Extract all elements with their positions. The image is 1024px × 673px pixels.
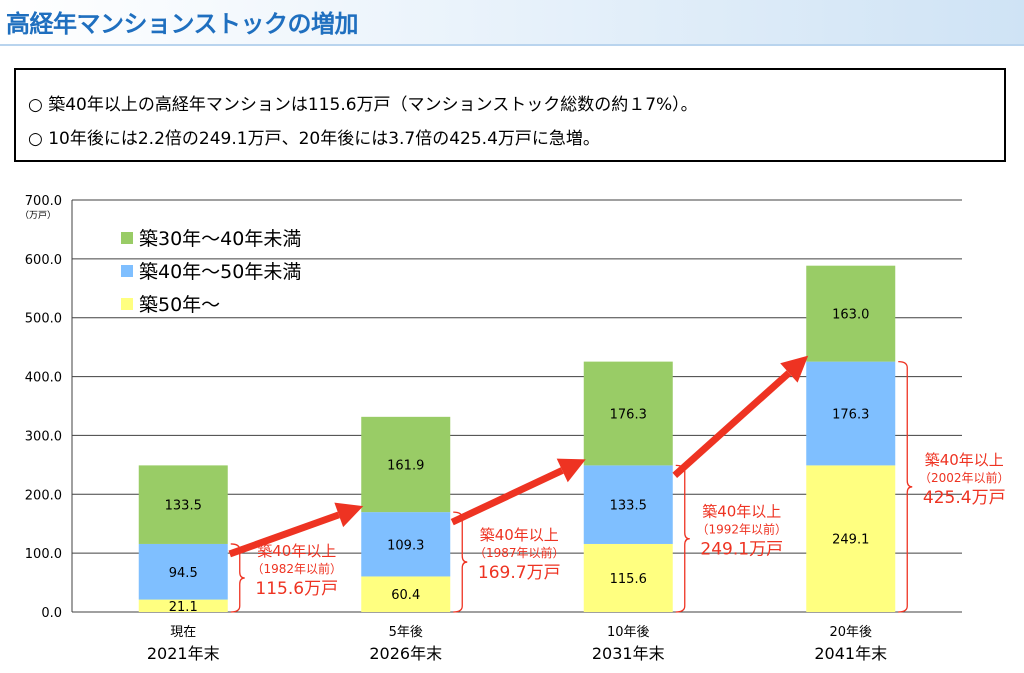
y-tick-label: 300.0 (25, 429, 62, 444)
x-tick-label-bottom: 2041年末 (814, 644, 887, 663)
x-tick-label-top: 現在 (170, 625, 196, 640)
y-axis-unit: （万戸） (20, 210, 56, 221)
growth-arrow-shaft (228, 511, 340, 558)
annotation-value: 169.7万戸 (478, 563, 561, 583)
bar-segment (806, 265, 896, 362)
bar-segment (138, 465, 228, 544)
growth-arrow-head (556, 458, 586, 483)
bar-value-label: 176.3 (832, 408, 869, 423)
y-tick-label: 500.0 (25, 312, 62, 327)
y-tick-label: 600.0 (25, 253, 62, 268)
x-tick-label-top: 10年後 (607, 625, 650, 640)
summary-line-1: ○ 築40年以上の高経年マンションは115.6万戸（マンションストック総数の約１… (28, 95, 698, 115)
x-tick-label-top: 5年後 (389, 625, 423, 640)
growth-arrows (228, 355, 809, 558)
x-tick-label-bottom: 2021年末 (147, 644, 220, 663)
bar-segment (583, 361, 673, 466)
growth-arrow-shaft (450, 467, 564, 526)
growth-arrow-shaft (672, 370, 792, 478)
y-tick-label: 700.0 (25, 194, 62, 209)
annotations: 築40年以上（1982年以前）115.6万戸築40年以上（1987年以前）169… (230, 360, 1010, 613)
legend-label: 築50年～ (139, 294, 220, 316)
bar-value-label: 60.4 (391, 588, 420, 603)
legend-label: 築30年～40年未満 (139, 228, 301, 250)
bar-segment (806, 465, 896, 612)
summary-box: ○ 築40年以上の高経年マンションは115.6万戸（マンションストック総数の約１… (14, 68, 1006, 162)
bar-segment (361, 512, 451, 577)
growth-arrow-head (780, 355, 809, 383)
annotation-value: 249.1万戸 (700, 540, 783, 560)
bar-segment (138, 543, 228, 600)
bar-value-label: 161.9 (387, 458, 424, 473)
bar-value-label: 109.3 (387, 538, 424, 553)
legend-swatch (121, 232, 133, 244)
bracket (898, 360, 913, 613)
annotation-line1: 築40年以上 (257, 542, 336, 560)
bar-value-label: 249.1 (832, 533, 869, 548)
annotation-line1: 築40年以上 (480, 526, 559, 544)
bracket (230, 543, 245, 613)
bar-value-label: 176.3 (610, 408, 647, 423)
y-tick-label: 200.0 (25, 488, 62, 503)
bar-value-label: 115.6 (610, 572, 647, 587)
growth-arrow-head (334, 502, 364, 528)
bar-value-label: 94.5 (169, 566, 198, 581)
x-tick-label-bottom: 2026年末 (369, 644, 442, 663)
annotation-value: 115.6万戸 (255, 579, 338, 599)
bar-segment (583, 465, 673, 544)
title-bar: 高経年マンションストックの増加 (0, 0, 1024, 46)
bar-segment (806, 361, 896, 466)
bar-value-label: 163.0 (832, 308, 869, 323)
bar-value-label: 21.1 (169, 600, 198, 615)
page-title: 高経年マンションストックの増加 (6, 10, 359, 38)
bar-segment (361, 416, 451, 513)
annotation-line1: 築40年以上 (702, 503, 781, 521)
bar-segment (361, 576, 451, 612)
axes: 0.0 100.0 200.0 300.0 400.0 500.0 600.0 700.0（万… (20, 194, 887, 663)
bar-value-label: 133.5 (165, 499, 202, 514)
bar-segment (583, 543, 673, 612)
annotation-line2: （1987年以前） (474, 545, 565, 560)
bar-value-label: 133.5 (610, 499, 647, 514)
annotation-line2: （1992年以前） (696, 522, 787, 537)
bracket (675, 464, 690, 613)
annotation-value: 425.4万戸 (923, 488, 1006, 508)
annotation-line2: （2002年以前） (919, 470, 1010, 485)
summary-line-2: ○ 10年後には2.2倍の249.1万戸、20年後には3.7倍の425.4万戸に… (28, 129, 600, 149)
x-tick-label-bottom: 2031年末 (592, 644, 665, 663)
y-tick-label: 400.0 (25, 371, 62, 386)
y-tick-label: 0.0 (41, 606, 62, 621)
legend-swatch (121, 298, 133, 310)
bar-segment (138, 599, 228, 612)
x-tick-label-top: 20年後 (829, 625, 872, 640)
legend-swatch (121, 265, 133, 277)
annotation-line1: 築40年以上 (925, 451, 1004, 469)
stacked-bar-chart: 21.1 94.5 133.5 60.4 109.3 161.9 115.6 133.5 176… (20, 194, 1010, 663)
annotation-line2: （1982年以前） (251, 561, 342, 576)
bracket (453, 511, 468, 613)
bars: 21.1 94.5 133.5 60.4 109.3 161.9 115.6 133.5 176… (138, 265, 896, 615)
legend-label: 築40年～50年未満 (139, 261, 301, 283)
y-tick-label: 100.0 (25, 547, 62, 562)
